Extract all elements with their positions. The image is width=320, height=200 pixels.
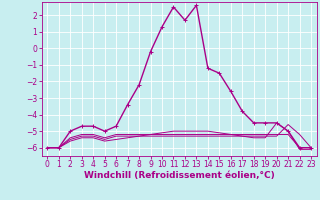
X-axis label: Windchill (Refroidissement éolien,°C): Windchill (Refroidissement éolien,°C) xyxy=(84,171,275,180)
